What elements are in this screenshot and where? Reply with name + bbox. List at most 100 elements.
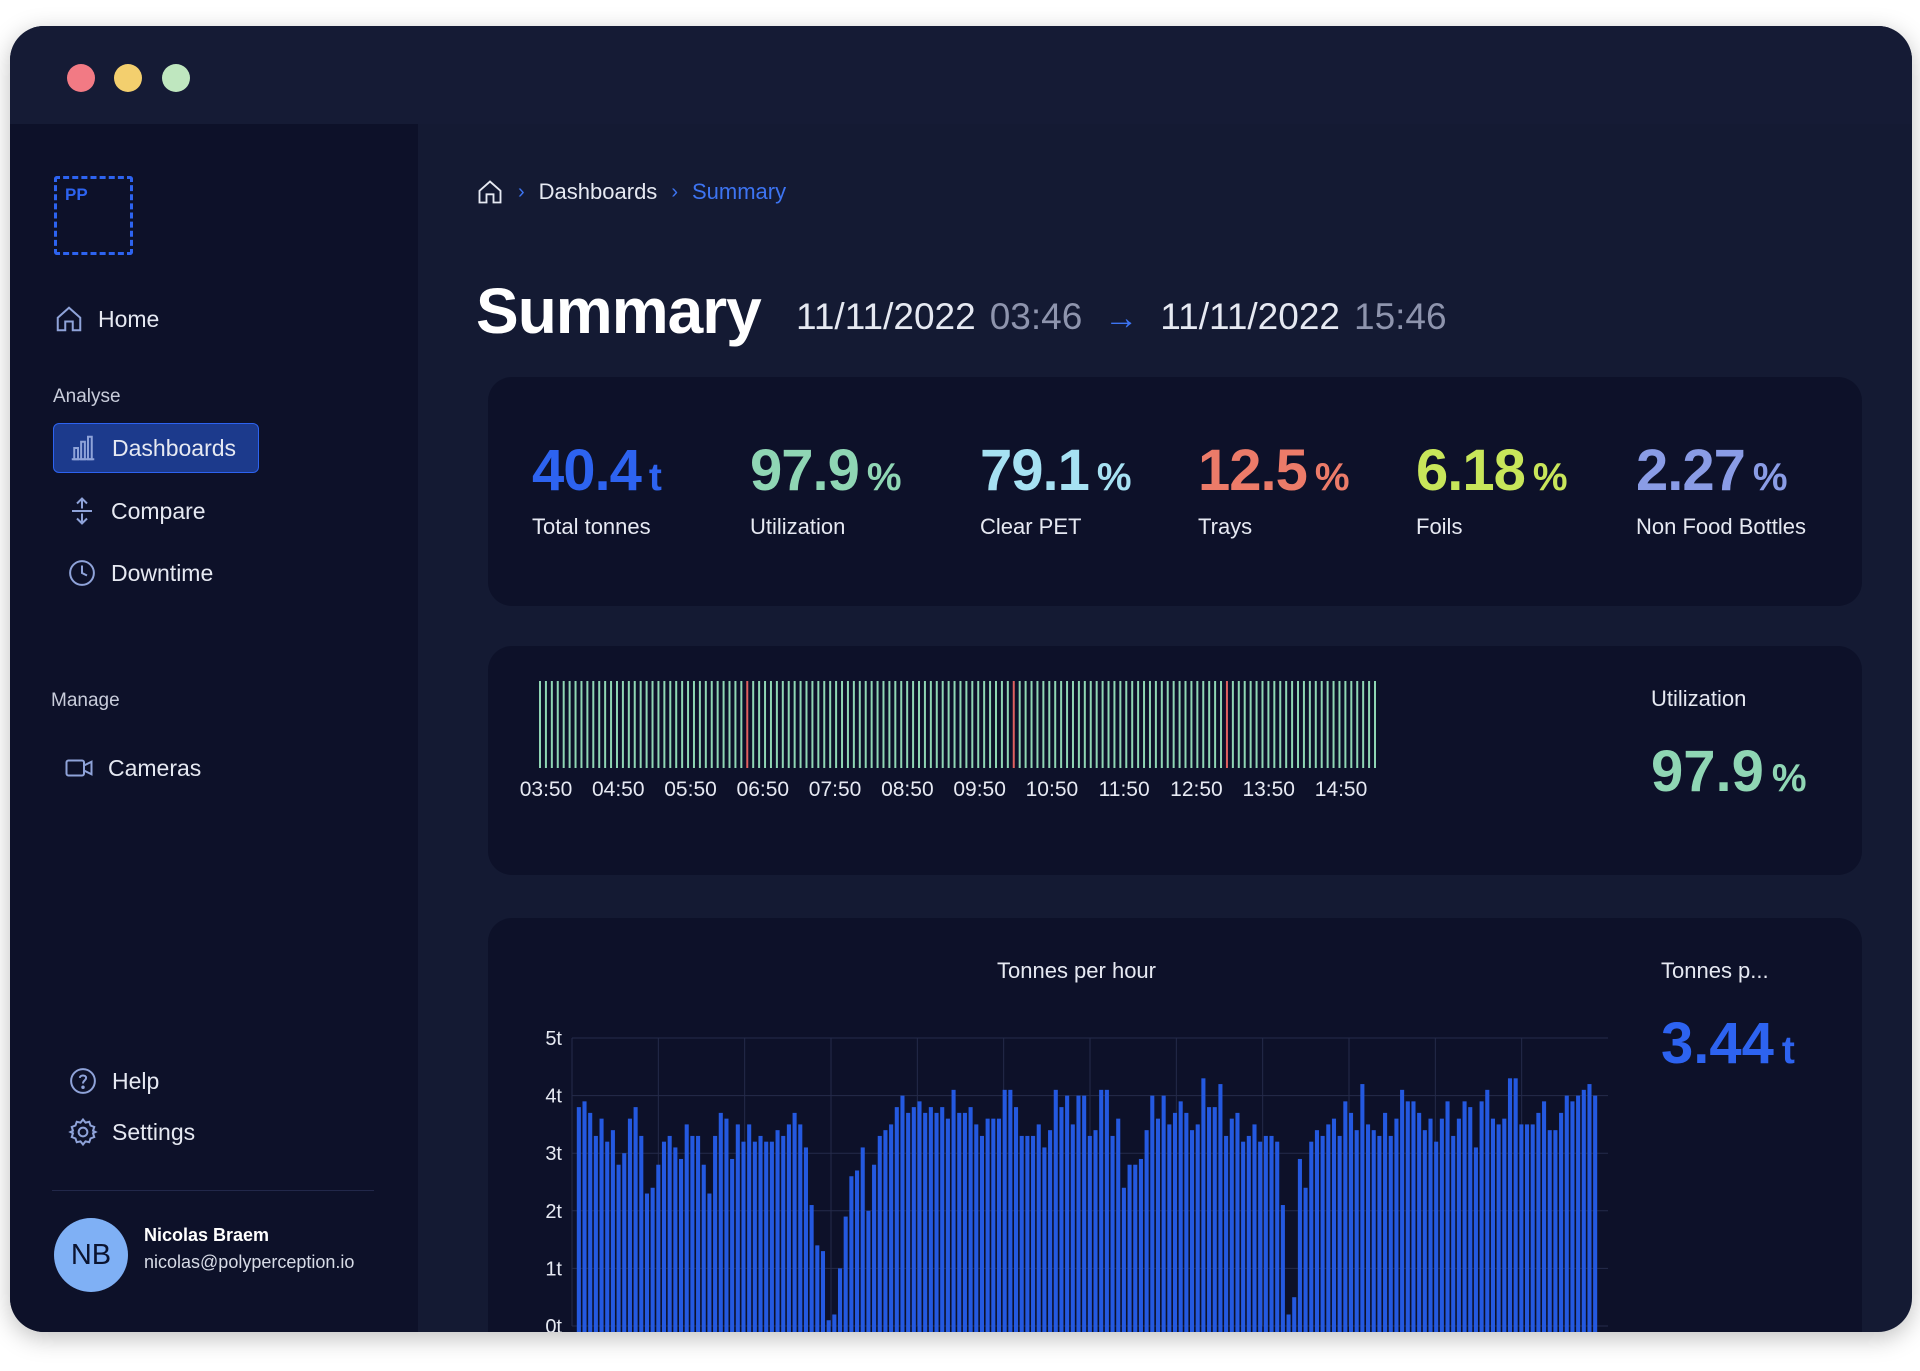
sidebar-item-downtime[interactable]: Downtime	[67, 548, 213, 598]
chart-bar	[1564, 1095, 1569, 1332]
maximize-window-button[interactable]	[162, 64, 190, 92]
sidebar-item-dashboards[interactable]: Dashboards	[53, 423, 259, 473]
sidebar-item-cameras[interactable]: Cameras	[64, 743, 201, 793]
chart-title: Tonnes per hour	[997, 958, 1156, 983]
chart-bar	[1348, 1112, 1354, 1332]
sidebar-item-settings[interactable]: Settings	[68, 1107, 195, 1157]
chart-bar	[968, 1107, 973, 1332]
chart-bar	[1297, 1158, 1302, 1332]
x-tick-label: 07:50	[809, 778, 862, 801]
chart-bar	[985, 1118, 990, 1332]
chart-bar	[1201, 1078, 1206, 1332]
chart-bar	[650, 1187, 655, 1332]
minimize-window-button[interactable]	[114, 64, 142, 92]
kpi-label: Utilization	[750, 514, 846, 539]
kpi-label: Clear PET	[980, 514, 1082, 539]
breadcrumb-current[interactable]: Summary	[691, 179, 787, 204]
chart-bar	[1212, 1107, 1217, 1332]
chart-bar	[1360, 1084, 1365, 1332]
section-label-manage: Manage	[51, 690, 120, 711]
x-tick-label: 05:50	[664, 778, 717, 801]
chart-bar	[1513, 1078, 1518, 1332]
title-bar	[10, 26, 1912, 124]
kpi-value: 97.9%	[750, 437, 902, 504]
kpi-label: Trays	[1198, 514, 1253, 539]
tonnes-per-hour-label: Tonnes p...	[1661, 958, 1769, 983]
chart-bar	[1496, 1124, 1501, 1332]
chart-bar	[1553, 1130, 1558, 1332]
chart-bar	[1059, 1107, 1064, 1332]
kpi-value: 79.1%	[980, 437, 1132, 504]
chart-bar	[957, 1112, 962, 1332]
chart-bar	[1133, 1164, 1138, 1332]
chart-bar	[1428, 1118, 1433, 1332]
tonnes-per-hour-value: 3.44 t	[1661, 1010, 1795, 1077]
chart-bar	[837, 1268, 843, 1332]
chart-bar	[1331, 1118, 1337, 1332]
chart-bar	[1280, 1205, 1285, 1332]
chart-bar	[900, 1095, 905, 1332]
sidebar-item-label: Compare	[111, 497, 206, 524]
kpi-trays: 12.5% Trays	[1198, 437, 1350, 540]
app-logo[interactable]: PP	[54, 176, 133, 255]
end-date[interactable]: 11/11/2022	[1160, 296, 1340, 337]
chart-bar	[1178, 1101, 1183, 1332]
chart-bar	[996, 1118, 1002, 1332]
chart-bar	[855, 1170, 860, 1332]
chart-bar	[730, 1158, 735, 1332]
chart-bar	[1371, 1130, 1376, 1332]
chart-bar	[724, 1118, 729, 1332]
close-window-button[interactable]	[67, 64, 95, 92]
chart-bar	[1184, 1112, 1189, 1332]
kpi-unit: %	[866, 456, 902, 499]
chart-bar	[1388, 1135, 1393, 1332]
chart-bar	[1422, 1130, 1427, 1332]
chart-bar	[979, 1135, 984, 1332]
tonnes-per-hour-chart[interactable]: 0t 1t 2t 3t 4t 5t	[488, 918, 1628, 1332]
chart-bar	[866, 1210, 871, 1332]
utilization-timeline-chart[interactable]: 03:50 04:50 05:50 06:50 07:50 08:50 09:50 10:50…	[488, 646, 1588, 875]
start-date[interactable]: 11/11/2022	[796, 296, 976, 337]
chart-bar	[1087, 1135, 1092, 1332]
chart-bar	[1292, 1297, 1297, 1332]
chart-bar	[1218, 1084, 1223, 1332]
chart-bar	[610, 1130, 615, 1332]
camera-icon	[65, 759, 93, 777]
date-range-picker[interactable]: 11/11/2022 03:46 → 11/11/2022 15:46	[796, 296, 1447, 338]
kpi-label: Total tonnes	[532, 514, 651, 539]
chart-bar	[820, 1251, 826, 1332]
chart-bar	[1144, 1130, 1149, 1332]
chart-bar	[1559, 1112, 1564, 1332]
chart-bar	[1456, 1118, 1461, 1332]
kpi-number: 40.4	[532, 438, 642, 503]
breadcrumb-dashboards[interactable]: Dashboards	[538, 179, 658, 204]
start-time[interactable]: 03:46	[989, 296, 1083, 337]
chart-bar	[696, 1135, 701, 1332]
chart-bar	[1434, 1141, 1439, 1332]
kpi-label: Non Food Bottles	[1636, 514, 1806, 539]
arrow-right-icon: →	[1104, 299, 1139, 337]
chart-bar	[1286, 1314, 1291, 1332]
chart-bar	[1309, 1141, 1314, 1332]
chart-bar	[747, 1124, 752, 1332]
chart-bar	[1190, 1130, 1195, 1332]
avatar[interactable]: NB	[54, 1218, 128, 1292]
chart-bar	[1070, 1124, 1075, 1332]
chart-bar	[667, 1135, 672, 1332]
help-circle-icon	[70, 1068, 96, 1094]
sidebar-item-help[interactable]: Help	[68, 1056, 159, 1106]
sidebar-item-home[interactable]: Home	[54, 294, 159, 344]
chart-bar	[1258, 1141, 1263, 1332]
kpi-unit: %	[1532, 456, 1568, 499]
user-name: Nicolas Braem	[144, 1225, 270, 1245]
chart-bar	[735, 1124, 740, 1332]
chart-bar	[1002, 1089, 1007, 1332]
gear-icon	[68, 1117, 98, 1147]
home-icon[interactable]	[476, 178, 504, 206]
sidebar-item-compare[interactable]: Compare	[67, 486, 206, 536]
chart-bar	[1581, 1089, 1586, 1332]
end-time[interactable]: 15:46	[1354, 296, 1447, 337]
sidebar-divider	[52, 1190, 374, 1191]
chart-bar	[1031, 1135, 1036, 1332]
chart-bar	[1082, 1095, 1087, 1332]
